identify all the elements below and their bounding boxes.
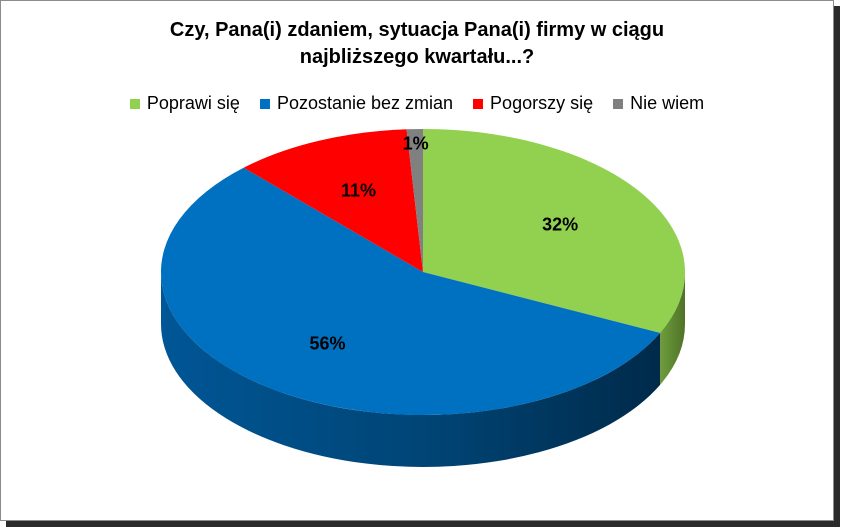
pie-sides xyxy=(161,272,685,467)
legend-item-pogorszy: Pogorszy się xyxy=(473,93,593,114)
pie-labels: 32% 56% 11% 1% xyxy=(310,133,579,353)
chart-frame: Czy, Pana(i) zdaniem, sytuacja Pana(i) f… xyxy=(0,0,834,521)
legend-swatch-pogorszy xyxy=(473,98,484,109)
pie-side-pozostanie xyxy=(161,272,661,467)
legend-label-pogorszy: Pogorszy się xyxy=(490,93,594,113)
data-label-nie-wiem: 1% xyxy=(403,133,429,153)
legend-label-poprawi: Poprawi się xyxy=(146,93,240,113)
pie-tops xyxy=(160,129,685,416)
pie-side-poprawi xyxy=(660,272,685,385)
chart-legend: Poprawi się Pozostanie bez zmian Pogorsz… xyxy=(1,93,833,114)
pie-slice-poprawi xyxy=(423,129,685,333)
legend-item-pozostanie: Pozostanie bez zmian xyxy=(259,93,454,114)
data-label-pogorszy: 11% xyxy=(341,181,376,201)
pie-slice-pogorszy xyxy=(243,129,423,272)
legend-label-pozostanie: Pozostanie bez zmian xyxy=(276,93,454,113)
data-label-poprawi: 32% xyxy=(542,214,578,234)
chart-title-line-2: najbliższego kwartału...? xyxy=(299,46,535,68)
legend-swatch-pozostanie xyxy=(259,98,270,109)
legend-item-nie-wiem: Nie wiem xyxy=(613,93,704,114)
chart-title-line-1: Czy, Pana(i) zdaniem, sytuacja Pana(i) f… xyxy=(169,19,665,41)
pie-chart: 32% 56% 11% 1% xyxy=(160,129,685,467)
legend-item-poprawi: Poprawi się xyxy=(129,93,240,114)
legend-swatch-poprawi xyxy=(129,98,140,109)
legend-swatch-nie-wiem xyxy=(613,98,624,109)
pie-slice-nie-wiem xyxy=(406,129,423,272)
pie-slice-pozostanie xyxy=(160,167,661,416)
legend-label-nie-wiem: Nie wiem xyxy=(630,93,705,113)
data-label-pozostanie: 56% xyxy=(310,334,346,354)
chart-title: Czy, Pana(i) zdaniem, sytuacja Pana(i) f… xyxy=(1,17,833,71)
